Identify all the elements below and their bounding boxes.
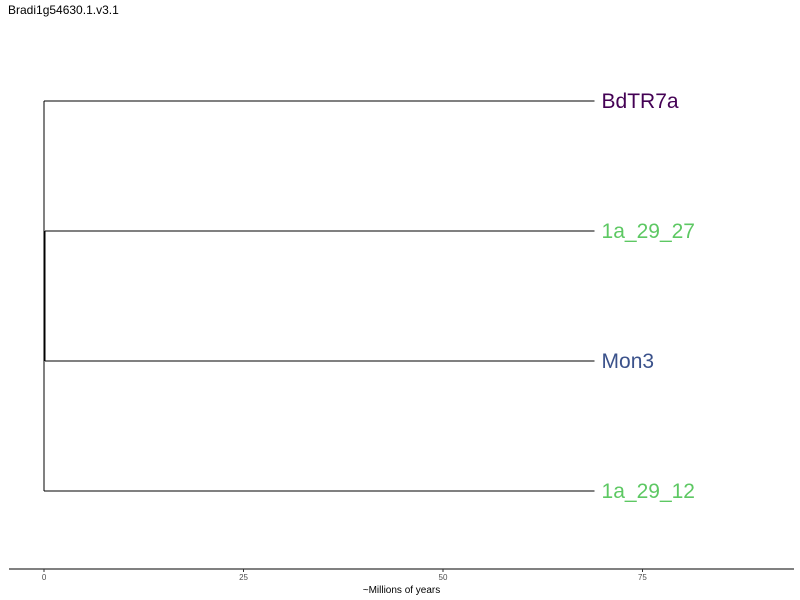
tree-branches xyxy=(43,100,595,492)
x-tick-label: 75 xyxy=(638,573,647,582)
tip-labels: BdTR7a 1a_29_27 Mon3 1a_29_12 xyxy=(602,90,695,503)
tip-label: 1a_29_27 xyxy=(602,220,695,243)
x-tick-label: 50 xyxy=(439,573,448,582)
plot-title: Bradi1g54630.1.v3.1 xyxy=(8,3,119,17)
x-tick-label: 0 xyxy=(42,573,47,582)
x-axis: 0 25 50 75 ~Millions of years xyxy=(9,568,794,596)
x-axis-ticks: 0 25 50 75 xyxy=(42,569,647,582)
x-axis-title: ~Millions of years xyxy=(363,585,441,596)
x-tick-label: 25 xyxy=(239,573,248,582)
tip-label: 1a_29_12 xyxy=(602,480,695,503)
tip-label: BdTR7a xyxy=(602,90,679,113)
tip-label: Mon3 xyxy=(602,350,655,373)
